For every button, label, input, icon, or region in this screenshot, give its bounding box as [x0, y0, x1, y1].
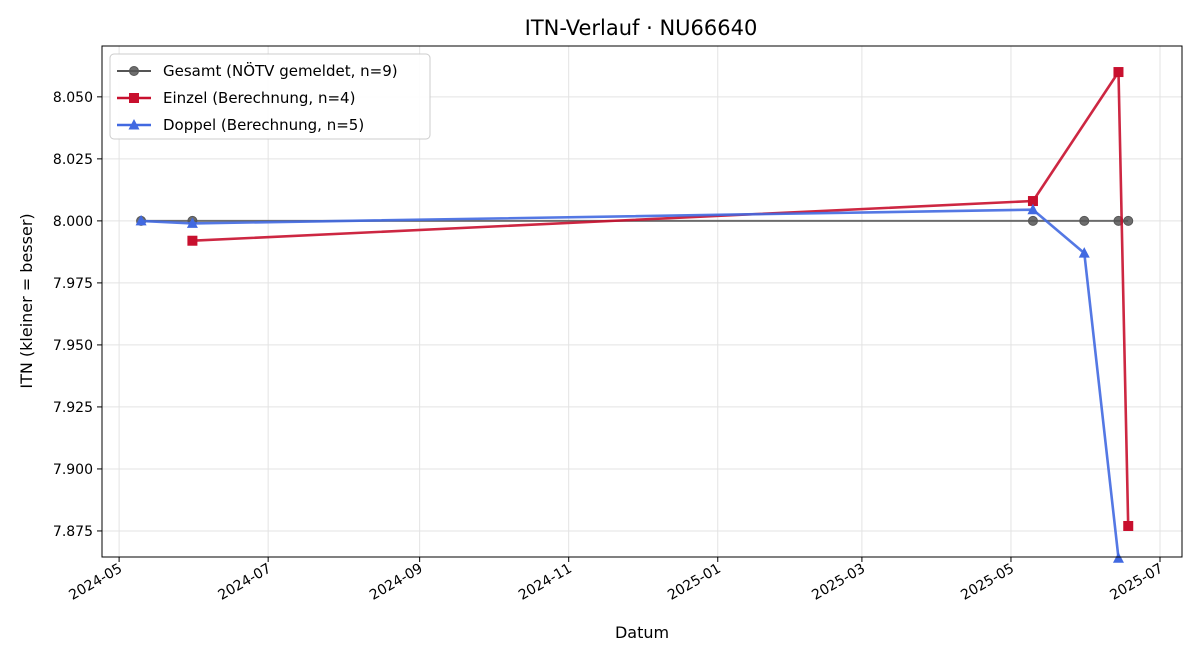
x-tick-label: 2024-09: [367, 561, 426, 604]
data-point: [1078, 247, 1090, 258]
legend: Gesamt (NÖTV gemeldet, n=9) Einzel (Berec…: [109, 53, 431, 140]
legend-marker: [129, 66, 139, 76]
series-line: [192, 70, 1130, 527]
y-axis-label: ITN (kleiner = besser): [17, 213, 36, 388]
y-tick-label: 7.925: [53, 400, 93, 416]
x-tick-label: 2025-07: [1107, 561, 1166, 604]
x-tick-label: 2024-05: [66, 561, 125, 604]
data-point: [1079, 215, 1090, 226]
y-tick-label: 7.950: [53, 338, 93, 354]
series-2: [187, 67, 1134, 531]
legend-marker: [128, 119, 140, 130]
plot-frame: [101, 45, 1183, 558]
axis-layer: 2024-05 2024-07 2024-09 2024-11 2025-01 2025-…: [53, 90, 1166, 604]
series-layer: [135, 67, 1134, 563]
x-tick-label: 2024-11: [516, 561, 575, 604]
data-point: [1027, 215, 1038, 226]
legend-label: Doppel (Berechnung, n=5): [163, 116, 364, 134]
x-tick-label: 2025-03: [809, 561, 868, 604]
legend-marker: [129, 93, 139, 103]
legend-label: Einzel (Berechnung, n=4): [163, 89, 355, 107]
data-point: [187, 235, 198, 246]
data-point: [135, 214, 147, 226]
x-tick-label: 2025-01: [665, 561, 724, 604]
data-point: [1027, 196, 1038, 207]
data-point: [1123, 215, 1134, 226]
y-tick-label: 8.025: [53, 152, 93, 168]
y-tick-label: 7.875: [53, 524, 93, 540]
series-3: [135, 203, 1124, 563]
data-point: [1027, 203, 1039, 215]
legend-box: [109, 53, 431, 140]
x-axis-label: Datum: [615, 623, 669, 642]
x-tick-label: 2024-07: [215, 561, 274, 604]
y-tick-label: 7.975: [53, 276, 93, 292]
data-point: [186, 217, 198, 228]
chart-title: ITN-Verlauf · NU66640: [525, 16, 758, 40]
data-point: [1123, 520, 1134, 531]
data-point: [1113, 67, 1124, 78]
y-tick-label: 8.050: [53, 90, 93, 106]
x-tick-label: 2025-05: [958, 561, 1017, 604]
series-line: [141, 208, 1120, 559]
y-tick-label: 8.000: [53, 214, 93, 230]
y-tick-label: 7.900: [53, 462, 93, 478]
legend-label: Gesamt (NÖTV gemeldet, n=9): [163, 61, 398, 80]
